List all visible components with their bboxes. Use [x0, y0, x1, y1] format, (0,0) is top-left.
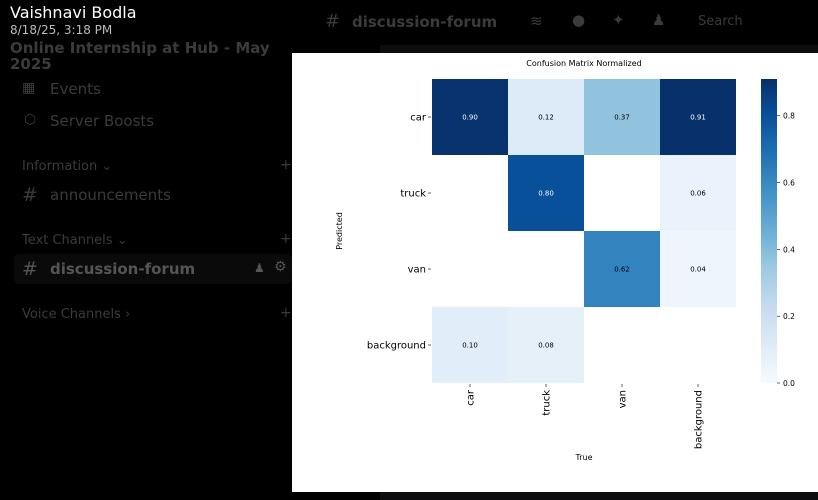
invite-icon[interactable]: ♟	[254, 261, 265, 275]
x-tick-label: car	[466, 389, 477, 406]
cell-value-label: 0.10	[462, 342, 478, 350]
cell-value-label: 0.12	[538, 114, 554, 122]
add-channel-icon[interactable]: +	[280, 305, 292, 321]
chart-title: Confusion Matrix Normalized	[526, 59, 641, 68]
heatmap-cell	[432, 307, 508, 383]
gear-icon[interactable]: ⚙	[274, 259, 287, 275]
sidebar-item-events[interactable]: Events	[50, 80, 101, 98]
heatmap-cell	[584, 79, 660, 155]
category-label: Text Channels	[22, 233, 113, 248]
heatmap-cell	[432, 79, 508, 155]
y-tick-label: car	[410, 113, 427, 124]
x-tick-label: van	[618, 390, 629, 408]
colorbar-tick-label: 0.4	[783, 245, 795, 254]
category-text-channels[interactable]: Text Channels ⌄	[22, 233, 128, 248]
cell-value-label: 0.62	[614, 266, 630, 274]
bell-icon[interactable]: ●	[572, 11, 586, 29]
y-axis-label: Predicted	[335, 212, 344, 250]
server-name[interactable]: Online Internship at Hub - May 2025	[10, 39, 270, 73]
x-axis-label: True	[575, 453, 593, 462]
heatmap-cell	[660, 155, 736, 231]
x-tick-label: truck	[542, 390, 553, 416]
channel-announcements[interactable]: announcements	[50, 186, 171, 204]
cell-value-label: 0.37	[614, 114, 630, 122]
search-input[interactable]: Search	[698, 14, 743, 29]
members-icon[interactable]: ♟	[652, 11, 666, 29]
viewer-author: Vaishnavi Bodla	[10, 3, 137, 22]
heatmap-cell	[660, 231, 736, 307]
calendar-icon: ▦	[22, 80, 36, 96]
heatmap-cell	[584, 231, 660, 307]
cell-value-label: 0.04	[690, 266, 706, 274]
heatmap-cell	[508, 155, 584, 231]
sidebar-item-server-boosts[interactable]: Server Boosts	[50, 112, 155, 130]
channel-discussion-forum[interactable]: discussion-forum	[50, 260, 196, 278]
pin-icon[interactable]: ✦	[612, 11, 625, 29]
colorbar-tick-label: 0.0	[783, 379, 795, 388]
viewer-timestamp: 8/18/25, 3:18 PM	[10, 23, 113, 37]
image-preview[interactable]: Confusion Matrix Normalized True Predict…	[292, 53, 818, 492]
y-tick-label: truck	[400, 189, 426, 200]
y-tick-label: van	[408, 265, 426, 276]
add-channel-icon[interactable]: +	[280, 157, 292, 173]
y-tick-label: background	[367, 341, 426, 352]
colorbar	[761, 79, 777, 383]
cell-value-label: 0.08	[538, 342, 554, 350]
boost-icon: ⬡	[24, 112, 37, 128]
channel-hash-icon: #	[22, 184, 38, 206]
category-voice-channels[interactable]: Voice Channels ›	[22, 307, 131, 322]
channel-hash-icon: #	[22, 258, 38, 280]
heatmap-cell	[508, 307, 584, 383]
colorbar-tick-label: 0.8	[783, 112, 795, 121]
heatmap-cell	[508, 79, 584, 155]
confusion-matrix-chart: Confusion Matrix Normalized True Predict…	[335, 59, 795, 462]
active-channel-highlight	[14, 254, 292, 284]
cell-value-label: 0.90	[462, 114, 478, 122]
channel-title: discussion-forum	[352, 13, 498, 31]
channel-hash-icon: #	[325, 11, 341, 32]
add-channel-icon[interactable]: +	[280, 231, 292, 247]
category-information[interactable]: Information ⌄	[22, 159, 113, 174]
x-tick-label: background	[694, 390, 705, 449]
category-label: Information	[22, 159, 98, 174]
heatmap-cell	[660, 79, 736, 155]
cell-value-label: 0.06	[690, 190, 706, 198]
cell-value-label: 0.80	[538, 190, 554, 198]
colorbar-tick-label: 0.2	[783, 312, 795, 321]
colorbar-tick-label: 0.6	[783, 179, 795, 188]
cell-value-label: 0.91	[690, 114, 706, 122]
threads-icon[interactable]: ≋	[530, 12, 543, 30]
category-label: Voice Channels	[22, 307, 121, 322]
